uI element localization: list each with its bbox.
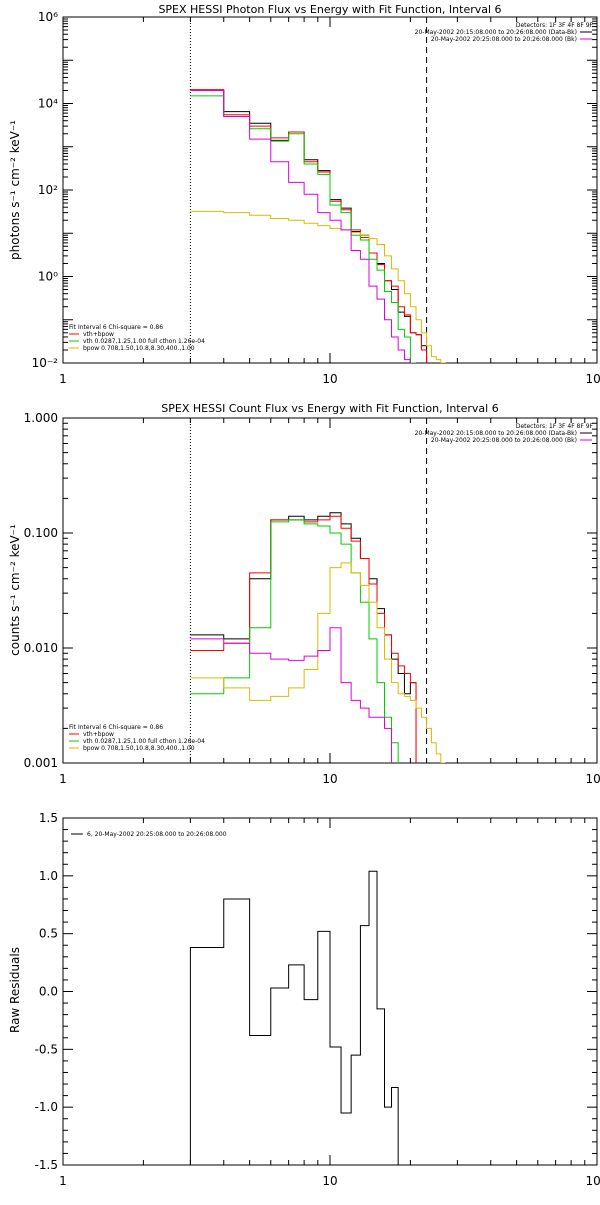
photon-flux-panel: SPEX HESSI Photon Flux vs Energy with Fi… — [8, 3, 600, 386]
legend-entry: 20-May-2002 20:25:08.000 to 20:26:08.000… — [431, 437, 577, 444]
series-bk — [190, 89, 411, 363]
legend-bottom-left: Fit Interval 6 Chi-square = 0.86vth+bpow… — [69, 324, 205, 352]
y-tick-label: 1.0 — [39, 869, 58, 883]
series-residuals — [189, 870, 399, 1165]
series-group — [190, 512, 446, 763]
legend-entry: 20-May-2002 20:25:08.000 to 20:26:08.000… — [431, 36, 577, 43]
legend-entry: bpow 0.708,1.50,10.8,8.30,400.,1.00 — [83, 345, 195, 352]
y-tick-label: -1.5 — [35, 1158, 58, 1172]
legend-entry: Detectors: 1F 3F 4F 8F 9F — [516, 423, 594, 430]
legend-entry: bpow 0.708,1.50,10.8,8.30,400.,1.00 — [83, 745, 195, 752]
residuals-panel: Raw Residuals 1 10 100 -1.5 -1.0 -0.5 0.0 0.5 1.0… — [8, 811, 600, 1188]
y-axis-label: counts s⁻¹ cm⁻² keV⁻¹ — [8, 524, 22, 656]
y-tick-label: 10² — [38, 183, 58, 197]
legend-entry: 6, 20-May-2002 20:25:08.000 to 20:26:08.… — [87, 831, 227, 838]
chart-title: SPEX HESSI Count Flux vs Energy with Fit… — [161, 402, 498, 415]
series-bpow — [190, 210, 450, 363]
y-axis-label: photons s⁻¹ cm⁻² keV⁻¹ — [8, 120, 22, 260]
x-ticks: 1 10 100 — [59, 418, 600, 786]
y-ticks: -1.5 -1.0 -0.5 0.0 0.5 1.0 1.5 — [35, 811, 597, 1172]
x-tick-label: 1 — [59, 372, 67, 386]
series-group — [190, 89, 450, 363]
y-tick-label: 1.000 — [24, 411, 58, 425]
series-vth — [190, 95, 417, 363]
x-tick-label: 100 — [586, 772, 600, 786]
y-tick-label: -1.0 — [35, 1100, 58, 1114]
x-tick-label: 1 — [59, 1174, 67, 1188]
x-ticks: 1 10 100 — [59, 17, 600, 386]
y-tick-label: 10⁴ — [38, 97, 58, 111]
x-tick-label: 10 — [322, 1174, 337, 1188]
y-tick-label: 0.001 — [24, 756, 58, 770]
legend-entry: vth+bpow — [83, 331, 114, 338]
y-tick-label: 0.5 — [39, 927, 58, 941]
y-tick-label: 10⁶ — [38, 10, 58, 24]
chart-title: SPEX HESSI Photon Flux vs Energy with Fi… — [158, 3, 501, 16]
x-tick-label: 1 — [59, 772, 67, 786]
legend-entry: Fit Interval 6 Chi-square = 0.86 — [69, 324, 163, 331]
x-tick-label: 10 — [322, 372, 337, 386]
y-tick-label: 0.010 — [24, 641, 58, 655]
x-tick-label: 100 — [586, 1174, 600, 1188]
count-flux-panel: SPEX HESSI Count Flux vs Energy with Fit… — [8, 402, 600, 786]
x-tick-label: 100 — [586, 372, 600, 386]
y-tick-label: 10⁰ — [38, 270, 58, 284]
legend-entry: vth 0.0287,1.25,1.00 full cthon 1.26e-04 — [83, 738, 205, 745]
legend-entry: vth 0.0287,1.25,1.00 full cthon 1.26e-04 — [83, 338, 205, 345]
legend-top-left: 6, 20-May-2002 20:25:08.000 to 20:26:08.… — [71, 831, 227, 838]
series-group — [189, 870, 399, 1165]
y-tick-label: 10⁻² — [32, 356, 59, 370]
x-ticks: 1 10 100 — [59, 818, 600, 1188]
series-vth — [190, 519, 399, 763]
legend-entry: 20-May-2002 20:15:08.000 to 20:26:08.000… — [415, 430, 577, 437]
y-tick-label: -0.5 — [35, 1042, 58, 1056]
y-tick-label: 1.5 — [39, 811, 58, 825]
y-ticks: 10⁻² 10⁰ 10² 10⁴ 10⁶ — [32, 10, 597, 370]
legend-bottom-left: Fit Interval 6 Chi-square = 0.86vth+bpow… — [69, 724, 205, 752]
legend-entry: Fit Interval 6 Chi-square = 0.86 — [69, 724, 163, 731]
series-bpow — [190, 562, 446, 763]
y-tick-label: 0.0 — [39, 985, 58, 999]
y-axis-label: Raw Residuals — [8, 947, 22, 1033]
x-tick-label: 10 — [322, 772, 337, 786]
legend-entry: Detectors: 1F 3F 4F 8F 9F — [516, 22, 594, 29]
legend-entry: vth+bpow — [83, 731, 114, 738]
y-tick-label: 0.100 — [24, 526, 58, 540]
y-ticks: 0.001 0.010 0.100 1.000 — [24, 411, 597, 770]
series-data-bk — [190, 512, 417, 763]
legend-entry: 20-May-2002 20:15:08.000 to 20:26:08.000… — [415, 29, 577, 36]
series-bk — [190, 627, 393, 763]
